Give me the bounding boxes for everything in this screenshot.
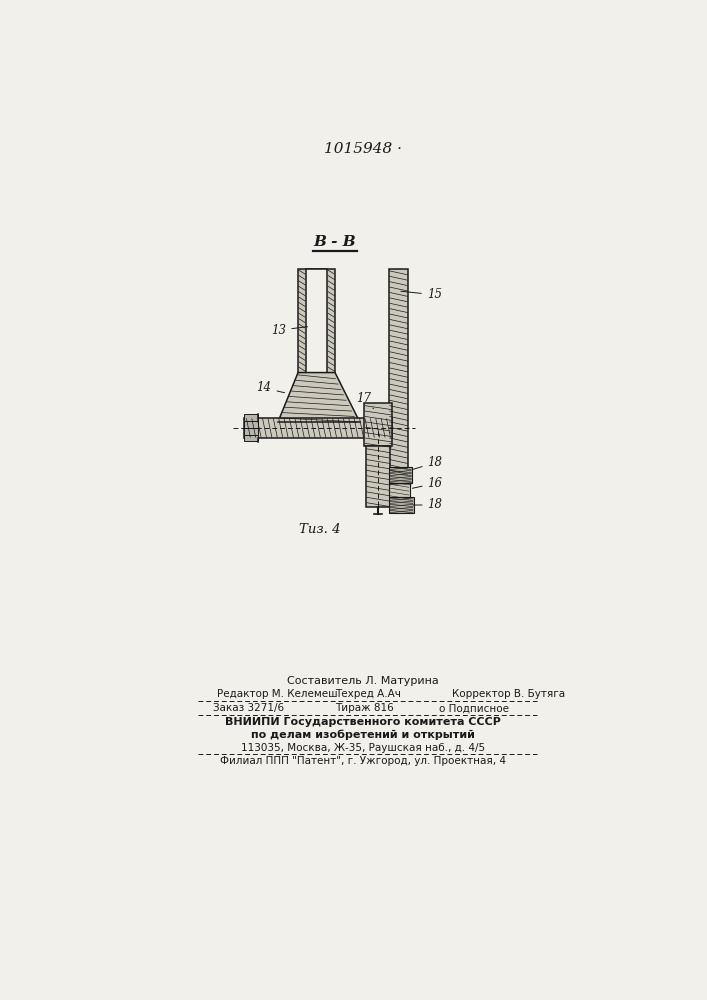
Bar (244, 414, 258, 421)
Bar (364, 403, 392, 446)
Text: Филиал ППП "Патент", г. Ужгород, ул. Проектная, 4: Филиал ППП "Патент", г. Ужгород, ул. Про… (220, 756, 506, 766)
Text: 18: 18 (412, 456, 443, 470)
Bar (244, 421, 258, 428)
Bar (389, 483, 409, 497)
Text: 17: 17 (356, 392, 373, 409)
Text: Корректор В. Бутяга: Корректор В. Бутяга (452, 689, 565, 699)
Text: Составитель Л. Матурина: Составитель Л. Матурина (287, 676, 438, 686)
Text: Заказ 3271/6: Заказ 3271/6 (214, 703, 284, 713)
Bar (389, 466, 412, 483)
Text: B - B: B - B (314, 235, 356, 249)
Text: 14: 14 (257, 381, 284, 394)
Text: 13: 13 (271, 324, 308, 337)
Text: 1015948 ·: 1015948 · (324, 142, 402, 156)
Text: 18: 18 (414, 498, 443, 512)
Text: 15: 15 (401, 288, 442, 301)
Bar (244, 435, 258, 441)
Text: Редактор М. Келемеш: Редактор М. Келемеш (217, 689, 338, 699)
Bar (366, 446, 390, 507)
Text: 16: 16 (412, 477, 443, 490)
Text: Техред А.Ач: Техред А.Ач (335, 689, 401, 699)
Bar (389, 497, 414, 513)
Polygon shape (278, 373, 360, 422)
Text: ВНИИПИ Государственного комитета СССР: ВНИИПИ Государственного комитета СССР (225, 717, 501, 727)
Bar (244, 428, 258, 435)
Bar (298, 269, 335, 373)
Text: Τиз. 4: Τиз. 4 (299, 523, 340, 536)
Text: по делам изобретений и открытий: по делам изобретений и открытий (251, 729, 474, 740)
Text: о Подписное: о Подписное (439, 703, 509, 713)
Text: 113035, Москва, Ж-35, Раушская наб., д. 4/5: 113035, Москва, Ж-35, Раушская наб., д. … (240, 743, 485, 753)
Text: Тираж 816: Тираж 816 (335, 703, 394, 713)
Bar (305, 269, 327, 373)
Bar (389, 269, 408, 476)
Bar (244, 418, 392, 438)
